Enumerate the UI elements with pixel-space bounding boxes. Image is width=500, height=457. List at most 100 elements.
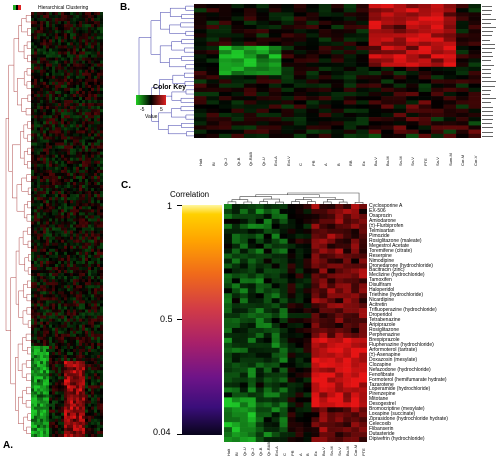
heatmap-cell <box>70 233 74 237</box>
heatmap-cell <box>91 336 95 341</box>
heatmap-cell <box>61 382 65 386</box>
heatmap-cell <box>49 136 53 140</box>
heatmap-cell <box>263 397 272 403</box>
heatmap-cell <box>381 37 394 42</box>
heatmap-cell <box>255 342 265 349</box>
heatmap-cell <box>58 24 62 28</box>
heatmap-cell <box>311 342 320 349</box>
heatmap-cell <box>94 27 98 31</box>
heatmap-cell <box>218 4 232 9</box>
heatmap-cell <box>224 258 233 264</box>
heatmap-cell <box>64 312 68 316</box>
heatmap-cell <box>91 263 95 268</box>
heatmap-cell <box>82 321 86 325</box>
heatmap-cell <box>76 257 80 262</box>
heatmap-cell <box>287 367 296 373</box>
heatmap-cell <box>218 100 232 105</box>
dendrogram-branch <box>15 250 20 305</box>
heatmap-cell <box>52 224 56 228</box>
heatmap-cell <box>468 71 481 76</box>
heatmap-cell <box>94 218 98 222</box>
heatmap-cell <box>91 430 95 435</box>
heatmap-cell <box>34 364 38 368</box>
heatmap-cell <box>239 357 249 363</box>
heatmap-cell <box>55 109 59 113</box>
heatmap-cell <box>331 75 345 80</box>
heatmap-cell <box>351 372 360 378</box>
heatmap-cell <box>37 206 41 210</box>
heatmap-cell <box>40 148 44 152</box>
heatmap-cell <box>97 291 101 295</box>
heatmap-cell <box>37 172 41 177</box>
heatmap-cell <box>263 342 272 349</box>
heatmap-cell <box>100 203 103 207</box>
heatmap-cell <box>31 300 35 304</box>
heatmap-cell <box>64 400 68 404</box>
heatmap-cell <box>418 75 432 80</box>
heatmap-cell <box>100 185 103 189</box>
heatmap-cell <box>295 332 304 339</box>
heatmap-cell <box>406 50 419 55</box>
heatmap-cell <box>255 228 265 235</box>
heatmap-cell <box>52 236 56 240</box>
heatmap-cell <box>194 16 207 22</box>
heatmap-cell <box>443 121 457 126</box>
heatmap-cell <box>359 367 367 373</box>
heatmap-cell <box>97 18 101 22</box>
heatmap-cell <box>55 257 59 262</box>
heatmap-cell <box>55 90 59 95</box>
heatmap-cell <box>247 337 257 344</box>
heatmap-cell <box>43 151 47 155</box>
heatmap-cell <box>85 361 89 365</box>
heatmap-cell <box>85 166 89 171</box>
heatmap-cell <box>49 227 53 231</box>
heatmap-cell <box>431 12 444 17</box>
heatmap-cell <box>243 16 257 22</box>
heatmap-cell <box>231 268 241 274</box>
heatmap-cell <box>351 263 360 269</box>
heatmap-cell <box>247 367 257 373</box>
heatmap-cell <box>34 45 38 49</box>
heatmap-cell <box>37 93 41 98</box>
heatmap-cell <box>40 36 44 40</box>
heatmap-cell <box>393 96 407 101</box>
heatmap-cell <box>224 233 233 240</box>
heatmap-cell <box>64 267 68 271</box>
heatmap-cell <box>61 39 65 43</box>
heatmap-cell <box>67 215 71 219</box>
heatmap-cell <box>318 41 332 47</box>
heatmap-cell <box>263 377 272 383</box>
heatmap-cell <box>55 51 59 55</box>
heatmap-cell <box>34 24 38 28</box>
heatmap-cell <box>43 336 47 341</box>
heatmap-cell <box>343 367 352 373</box>
heatmap-cell <box>359 204 367 210</box>
heatmap-cell <box>70 127 74 131</box>
heatmap-cell <box>67 361 71 365</box>
heatmap-cell <box>281 12 295 17</box>
heatmap-cell <box>43 103 47 107</box>
heatmap-cell <box>43 178 47 183</box>
heatmap-cell <box>85 415 89 420</box>
heatmap-cell <box>239 337 249 344</box>
heatmap-cell <box>82 188 86 192</box>
heatmap-cell <box>231 313 241 319</box>
heatmap-cell <box>40 39 44 43</box>
heatmap-cell <box>85 276 89 280</box>
heatmap-cell <box>43 254 47 259</box>
heatmap-cell <box>34 294 38 298</box>
heatmap-cell <box>58 148 62 152</box>
heatmap-cell <box>100 342 103 347</box>
heatmap-cell <box>239 377 249 383</box>
heatmap-cell <box>49 306 53 310</box>
heatmap-cell <box>94 236 98 240</box>
heatmap-cell <box>55 324 59 329</box>
heatmap-cell <box>263 208 272 215</box>
heatmap-cell <box>287 208 296 215</box>
heatmap-cell <box>268 83 282 89</box>
heatmap-cell <box>46 239 50 244</box>
heatmap-cell <box>295 337 304 344</box>
heatmap-cell <box>281 62 295 68</box>
heatmap-cell <box>91 403 95 407</box>
heatmap-cell <box>61 175 65 180</box>
